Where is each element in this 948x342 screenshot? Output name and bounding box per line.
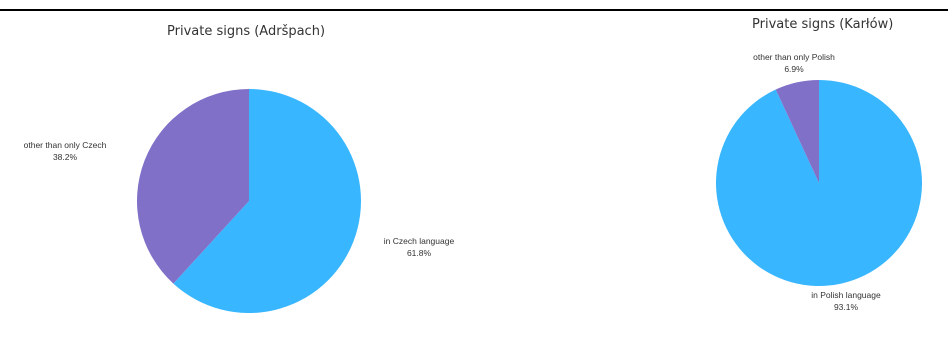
slice-value-1-0: 93.1% — [834, 302, 859, 312]
slice-value-1-1: 6.9% — [784, 64, 804, 74]
slice-value-0-1: 38.2% — [53, 152, 78, 162]
pie-slice-1-0 — [715, 80, 922, 286]
slice-label-1-0: in Polish language — [811, 290, 881, 300]
slice-label-0-0: in Czech language — [384, 236, 455, 246]
chart-title-adrspach: Private signs (Adršpach) — [167, 24, 326, 39]
pie-slice-0-0 — [173, 89, 362, 313]
slice-value-0-0: 61.8% — [407, 248, 432, 258]
pie-slice-0-1 — [137, 89, 249, 284]
chart-title-karlow: Private signs (Karłów) — [752, 17, 894, 32]
pie-slice-1-1 — [775, 80, 819, 183]
top-divider-line — [0, 9, 948, 11]
slice-label-1-1: other than only Polish — [753, 52, 835, 62]
slice-label-0-1: other than only Czech — [24, 140, 107, 150]
